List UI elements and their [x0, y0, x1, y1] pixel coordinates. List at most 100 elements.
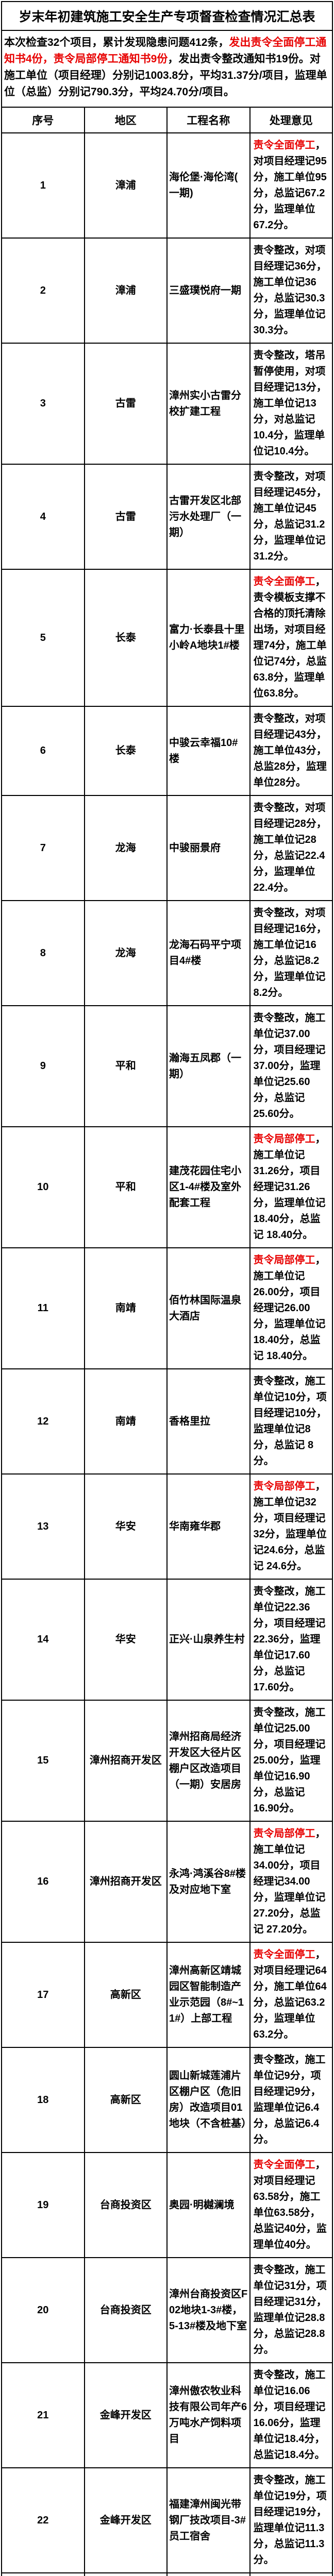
opinion-segment: ，施工单位记34.00分，项目经理记34.00分，监理单位记27.20分，总监记…: [253, 1828, 326, 1935]
row-number: 18: [1, 2047, 85, 2153]
row-project-name: 龙海石码平宁项目4#楼: [166, 900, 250, 1006]
opinion-segment-red: 责令局部停工: [253, 1481, 315, 1492]
row-project-name: 中骏丽景府: [166, 795, 250, 901]
intro-segment: 本次检查32个项目，累计发现隐患问题412条，: [4, 37, 229, 48]
column-header-opinion: 处理意见: [249, 107, 333, 133]
row-opinion: 责令整改，对项目经理记28分，施工单位记28分，总监记22.4分，监理单位22.…: [249, 795, 333, 901]
opinion-segment: ，责令模板支撑不合格的顶托清除出场，对项目经理74分，施工单位记74分，总监63…: [253, 576, 327, 699]
row-district: 长泰: [84, 569, 168, 707]
opinion-segment: ，施工单位记32分，项目经理记32分，监理单位记24.6分，总监记 24.6分。: [253, 1481, 327, 1572]
table-row: 9 平和 瀚海五凤郡（一期） 责令整改，施工单位记37.00分，项目经理记37.…: [1, 1005, 333, 1127]
row-district: 漳浦: [84, 238, 168, 344]
column-header-no: 序号: [1, 107, 85, 133]
row-project-name: 正兴·山泉养生村: [166, 1579, 250, 1701]
opinion-segment: 责令整改，对项目经理记28分，施工单位记28分，总监记22.4分，监理单位22.…: [253, 802, 327, 893]
row-project-name: 奥园·明樾澜境: [166, 2152, 250, 2258]
table-row: 2 漳浦 三盛璞悦府一期 责令整改，对项目经理记36分，施工单位记36分，总监记…: [1, 238, 333, 344]
row-number: 4: [1, 464, 85, 570]
table-row: 6 长泰 中骏云幸福10#楼 责令整改，对项目经理记43分，施工单位43分，总监…: [1, 706, 333, 796]
row-project-name: 华南雍华郡: [166, 1473, 250, 1580]
row-district: 金峰开发区: [84, 2467, 168, 2573]
row-opinion: 责令整改，对项目经理记43分，施工单位43分，总监28分，监理单位28分。: [249, 706, 333, 796]
row-opinion: 责令局部停工，施工单位记31.26分，项目经理记31.26分，监理单位记18.4…: [249, 1126, 333, 1248]
row-opinion: 责令整改，施工单位记16.06分，项目经理记16.06分，监理单位记18.4分，…: [249, 2362, 333, 2468]
opinion-segment: 责令整改，施工单位记19分，项目经理记19分，监理单位记11.3分，总监记11.…: [253, 2475, 327, 2566]
opinion-segment: ，对项目经理记63.58分，施工单位63.58分，总监记40分，监理单位40分。: [253, 2159, 327, 2250]
table-row: 17 高新区 漳州高新区靖城园区智能制造产业示范园（8#~11#）上部工程 责令…: [1, 1942, 333, 2048]
row-district: 南靖: [84, 1247, 168, 1369]
row-opinion: 责令全面停工，对项目经理记95分，施工单位95分，总监记67.2分，监理单位67…: [249, 132, 333, 239]
row-number: 15: [1, 1700, 85, 1822]
table-row: 23 蓝田开发区 阳光城大唐·翡丽印象（一期） 责令整改，施工单位记15分，项目…: [1, 2572, 333, 2576]
row-opinion: 责令整改，施工单位记19分，项目经理记19分，监理单位记11.3分，总监记11.…: [249, 2467, 333, 2573]
intro-paragraph: 本次检查32个项目，累计发现隐患问题412条，发出责令全面停工通知书4份，责令局…: [1, 30, 333, 108]
row-number: 13: [1, 1473, 85, 1580]
opinion-segment-red: 责令全面停工: [253, 2159, 315, 2171]
row-number: 10: [1, 1126, 85, 1248]
opinion-segment: ，施工单位记26.00分，项目经理记26.00分，监理单位记18.40分，总监记…: [253, 1255, 326, 1362]
table-row: 3 古雷 漳州实小古雷分校扩建工程 责令整改，塔吊暂停使用，对项目经理记13分，…: [1, 343, 333, 465]
row-project-name: 漳州招商局经济开发区大径片区棚户区改造项目（一期）安居房: [166, 1700, 250, 1822]
row-project-name: 海伦堡·海伦湾(一期): [166, 132, 250, 239]
row-opinion: 责令局部停工，施工单位记26.00分，项目经理记26.00分，监理单位记18.4…: [249, 1247, 333, 1369]
row-opinion: 责令全面停工，对项目经理记63.58分，施工单位63.58分，总监记40分，监理…: [249, 2152, 333, 2258]
table-row: 20 台商投资区 漳州台商投资区F02地块1-3#楼，5-13#楼及地下室 责令…: [1, 2257, 333, 2363]
row-district: 龙海: [84, 900, 168, 1006]
table-row: 22 金峰开发区 福建漳州闽光带钢厂技改项目-3#员工宿舍 责令整改，施工单位记…: [1, 2467, 333, 2573]
row-number: 14: [1, 1579, 85, 1701]
row-project-name: 漳州实小古雷分校扩建工程: [166, 343, 250, 465]
opinion-segment-red: 责令全面停工: [253, 576, 315, 587]
row-opinion: 责令整改，对项目经理记16分，施工单位记16分，总监记8.2分，监理单位记8.2…: [249, 900, 333, 1006]
column-header-district: 地区: [84, 107, 168, 133]
title-row: 岁末年初建筑施工安全生产专项督查检查情况汇总表: [1, 1, 333, 31]
row-district: 台商投资区: [84, 2257, 168, 2363]
table-row: 16 漳州招商开发区 永鸿·鸿溪谷8#楼及对应地下室 责令局部停工，施工单位记3…: [1, 1821, 333, 1943]
row-project-name: 永鸿·鸿溪谷8#楼及对应地下室: [166, 1821, 250, 1943]
row-district: 高新区: [84, 1942, 168, 2048]
opinion-segment-red: 责令局部停工: [253, 1133, 315, 1145]
row-district: 南靖: [84, 1368, 168, 1475]
opinion-segment: 责令整改，对项目经理记43分，施工单位43分，总监28分，监理单位28分。: [253, 713, 327, 788]
table-row: 19 台商投资区 奥园·明樾澜境 责令全面停工，对项目经理记63.58分，施工单…: [1, 2152, 333, 2258]
table-row: 13 华安 华南雍华郡 责令局部停工，施工单位记32分，项目经理记32分，监理单…: [1, 1473, 333, 1580]
table-row: 7 龙海 中骏丽景府 责令整改，对项目经理记28分，施工单位记28分，总监记22…: [1, 795, 333, 901]
row-district: 长泰: [84, 706, 168, 796]
opinion-segment: 责令整改，施工单位记25.00分，项目经理记25.00分，监理单位记16.90分…: [253, 1707, 326, 1814]
row-district: 漳州招商开发区: [84, 1821, 168, 1943]
row-district: 华安: [84, 1579, 168, 1701]
table-row: 12 南靖 香格里拉 责令整改，施工单位记10分，项目经理记10分，监理单位记8…: [1, 1368, 333, 1475]
row-project-name: 福建漳州闽光带钢厂技改项目-3#员工宿舍: [166, 2467, 250, 2573]
table-row: 8 龙海 龙海石码平宁项目4#楼 责令整改，对项目经理记16分，施工单位记16分…: [1, 900, 333, 1006]
intro-segment-red: 发出责令全面停工通知书4份，责令局部停工通知书9份: [4, 37, 327, 65]
row-number: 5: [1, 569, 85, 707]
row-number: 7: [1, 795, 85, 901]
row-opinion: 责令局部停工，施工单位记34.00分，项目经理记34.00分，监理单位记27.2…: [249, 1821, 333, 1943]
table-row: 11 南靖 佰竹林国际温泉大酒店 责令局部停工，施工单位记26.00分，项目经理…: [1, 1247, 333, 1369]
opinion-segment-red: 责令全面停工: [253, 1949, 315, 1960]
intro-segment: ，发出责令整改通知书19份。对施工单位（项目经理）分别记1003.8分，平均31…: [4, 53, 327, 98]
column-header-project: 工程名称: [166, 107, 250, 133]
intro-row: 本次检查32个项目，累计发现隐患问题412条，发出责令全面停工通知书4份，责令局…: [1, 30, 333, 108]
row-district: 古雷: [84, 464, 168, 570]
row-district: 漳浦: [84, 132, 168, 239]
row-district: 漳州招商开发区: [84, 1700, 168, 1822]
page-title: 岁末年初建筑施工安全生产专项督查检查情况汇总表: [1, 1, 333, 31]
row-number: 17: [1, 1942, 85, 2048]
row-project-name: 三盛璞悦府一期: [166, 238, 250, 344]
opinion-segment: ，对项目经理记64分，施工单位64分，总监记63.2分，监理单位63.2分。: [253, 1949, 327, 2040]
row-district: 平和: [84, 1005, 168, 1127]
row-number: 22: [1, 2467, 85, 2573]
table-row: 15 漳州招商开发区 漳州招商局经济开发区大径片区棚户区改造项目（一期）安居房 …: [1, 1700, 333, 1822]
row-opinion: 责令全面停工，责令模板支撑不合格的顶托清除出场，对项目经理74分，施工单位记74…: [249, 569, 333, 707]
row-number: 23: [1, 2572, 85, 2576]
row-opinion: 责令整改，施工单位记31分，项目经理记31分，监理单位记28.8分，总监记28.…: [249, 2257, 333, 2363]
opinion-segment: 责令整改，对项目经理记16分，施工单位记16分，总监记8.2分，监理单位记8.2…: [253, 907, 327, 998]
row-project-name: 漳州傲农牧业科技有限公司年产6万吨水产饲料项目: [166, 2362, 250, 2468]
row-number: 16: [1, 1821, 85, 1943]
table-row: 21 金峰开发区 漳州傲农牧业科技有限公司年产6万吨水产饲料项目 责令整改，施工…: [1, 2362, 333, 2468]
opinion-segment: 责令整改，对项目经理记45分，施工单位记45分，总监记31.2分，监理单位记31…: [253, 471, 327, 562]
table-row: 14 华安 正兴·山泉养生村 责令整改，施工单位记22.36分，项目经理记22.…: [1, 1579, 333, 1701]
row-number: 9: [1, 1005, 85, 1127]
row-project-name: 富力·长泰县十里小岭A地块1#楼: [166, 569, 250, 707]
